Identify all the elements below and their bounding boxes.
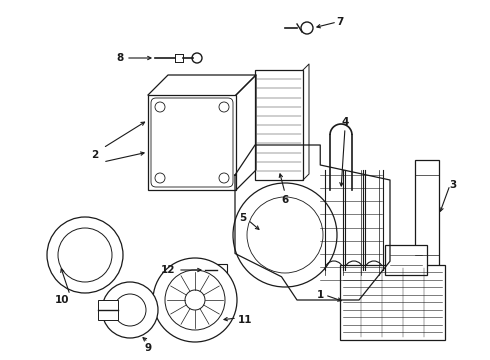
Circle shape — [247, 197, 323, 273]
Text: 3: 3 — [449, 180, 457, 190]
FancyBboxPatch shape — [217, 264, 227, 276]
Text: 7: 7 — [336, 17, 343, 27]
Circle shape — [102, 282, 158, 338]
FancyBboxPatch shape — [385, 245, 427, 275]
Circle shape — [47, 217, 123, 293]
Circle shape — [192, 53, 202, 63]
Text: 8: 8 — [117, 53, 123, 63]
Text: 5: 5 — [240, 213, 246, 223]
Text: 1: 1 — [317, 290, 323, 300]
FancyBboxPatch shape — [415, 160, 439, 270]
Text: 12: 12 — [161, 265, 175, 275]
Circle shape — [155, 173, 165, 183]
Circle shape — [153, 258, 237, 342]
FancyBboxPatch shape — [148, 95, 236, 190]
Circle shape — [114, 294, 146, 326]
Text: 10: 10 — [55, 295, 69, 305]
Text: 6: 6 — [281, 195, 289, 205]
Circle shape — [219, 173, 229, 183]
Text: 11: 11 — [238, 315, 252, 325]
FancyBboxPatch shape — [340, 265, 445, 340]
FancyBboxPatch shape — [255, 70, 303, 180]
Circle shape — [185, 290, 205, 310]
Circle shape — [301, 22, 313, 34]
FancyBboxPatch shape — [151, 98, 233, 187]
Circle shape — [155, 102, 165, 112]
Circle shape — [58, 228, 112, 282]
Circle shape — [219, 102, 229, 112]
Circle shape — [165, 270, 225, 330]
Text: 4: 4 — [342, 117, 349, 127]
Circle shape — [233, 183, 337, 287]
Text: 2: 2 — [91, 150, 98, 160]
Text: 9: 9 — [145, 343, 151, 353]
FancyBboxPatch shape — [98, 300, 118, 320]
